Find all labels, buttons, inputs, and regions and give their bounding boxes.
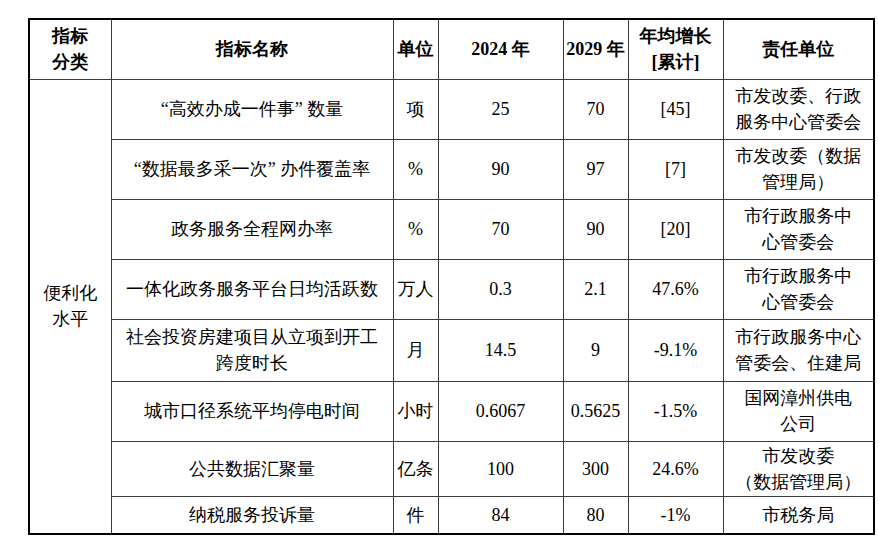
cell-2029: 70 <box>563 79 628 139</box>
header-indicator-name: 指标名称 <box>111 19 393 79</box>
header-responsible-unit: 责任单位 <box>723 19 874 79</box>
cell-owner: 市发改委 （数据管理局） <box>723 441 874 496</box>
cell-growth: [45] <box>628 79 723 139</box>
cell-indicator-name: 政务服务全程网办率 <box>111 199 393 259</box>
cell-2029: 97 <box>563 139 628 199</box>
cell-growth: 24.6% <box>628 441 723 496</box>
cell-2024: 14.5 <box>438 319 563 381</box>
cell-indicator-name: “数据最多采一次” 办件覆盖率 <box>111 139 393 199</box>
cell-growth: -1.5% <box>628 381 723 441</box>
cell-indicator-name: 城市口径系统平均停电时间 <box>111 381 393 441</box>
cell-2024: 100 <box>438 441 563 496</box>
cell-2024: 0.6067 <box>438 381 563 441</box>
cell-2029: 90 <box>563 199 628 259</box>
cell-indicator-name: 社会投资房建项目从立项到开工 跨度时长 <box>111 319 393 381</box>
cell-2029: 300 <box>563 441 628 496</box>
cell-2024: 0.3 <box>438 259 563 319</box>
table-row: 便利化 水平 “高效办成一件事” 数量 项 25 70 [45] 市发改委、行政… <box>29 79 874 139</box>
cell-unit: 万人 <box>393 259 438 319</box>
table-row: 政务服务全程网办率 % 70 90 [20] 市行政服务中 心管委会 <box>29 199 874 259</box>
cell-growth: -1% <box>628 496 723 534</box>
table-row: 城市口径系统平均停电时间 小时 0.6067 0.5625 -1.5% 国网漳州… <box>29 381 874 441</box>
header-unit: 单位 <box>393 19 438 79</box>
table-row: 一体化政务服务平台日均活跃数 万人 0.3 2.1 47.6% 市行政服务中 心… <box>29 259 874 319</box>
table-row: 公共数据汇聚量 亿条 100 300 24.6% 市发改委 （数据管理局） <box>29 441 874 496</box>
cell-owner: 国网漳州供电 公司 <box>723 381 874 441</box>
cell-unit: 件 <box>393 496 438 534</box>
table-row: “数据最多采一次” 办件覆盖率 % 90 97 [7] 市发改委（数据 管理局） <box>29 139 874 199</box>
cell-growth: [20] <box>628 199 723 259</box>
cell-indicator-name: “高效办成一件事” 数量 <box>111 79 393 139</box>
cell-2024: 70 <box>438 199 563 259</box>
category-cell: 便利化 水平 <box>29 79 111 534</box>
table-row: 社会投资房建项目从立项到开工 跨度时长 月 14.5 9 -9.1% 市行政服务… <box>29 319 874 381</box>
cell-unit: % <box>393 139 438 199</box>
header-annual-growth: 年均增长 [累计] <box>628 19 723 79</box>
cell-indicator-name: 公共数据汇聚量 <box>111 441 393 496</box>
cell-2024: 90 <box>438 139 563 199</box>
header-row: 指标 分类 指标名称 单位 2024 年 2029 年 年均增长 [累计] 责任… <box>29 19 874 79</box>
cell-owner: 市行政服务中 心管委会 <box>723 199 874 259</box>
cell-unit: 亿条 <box>393 441 438 496</box>
cell-2029: 0.5625 <box>563 381 628 441</box>
cell-indicator-name: 纳税服务投诉量 <box>111 496 393 534</box>
cell-2029: 2.1 <box>563 259 628 319</box>
cell-growth: 47.6% <box>628 259 723 319</box>
cell-unit: % <box>393 199 438 259</box>
cell-growth: -9.1% <box>628 319 723 381</box>
header-2029: 2029 年 <box>563 19 628 79</box>
cell-unit: 小时 <box>393 381 438 441</box>
cell-owner: 市税务局 <box>723 496 874 534</box>
cell-indicator-name: 一体化政务服务平台日均活跃数 <box>111 259 393 319</box>
indicators-table: 指标 分类 指标名称 单位 2024 年 2029 年 年均增长 [累计] 责任… <box>28 18 875 535</box>
cell-unit: 月 <box>393 319 438 381</box>
cell-2024: 84 <box>438 496 563 534</box>
cell-owner: 市发改委、行政 服务中心管委会 <box>723 79 874 139</box>
cell-owner: 市发改委（数据 管理局） <box>723 139 874 199</box>
cell-2029: 80 <box>563 496 628 534</box>
table-row: 纳税服务投诉量 件 84 80 -1% 市税务局 <box>29 496 874 534</box>
cell-2024: 25 <box>438 79 563 139</box>
cell-owner: 市行政服务中 心管委会 <box>723 259 874 319</box>
cell-unit: 项 <box>393 79 438 139</box>
cell-owner: 市行政服务中心 管委会、住建局 <box>723 319 874 381</box>
header-2024: 2024 年 <box>438 19 563 79</box>
cell-2029: 9 <box>563 319 628 381</box>
header-indicator-category: 指标 分类 <box>29 19 111 79</box>
cell-growth: [7] <box>628 139 723 199</box>
